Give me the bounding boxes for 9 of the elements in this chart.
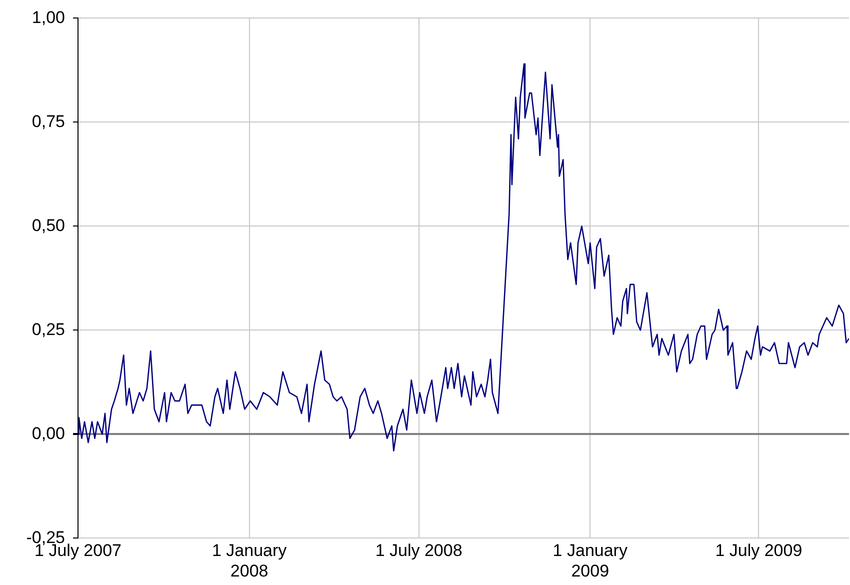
y-tick-label: 0,00: [32, 424, 65, 443]
y-tick-label: 0,75: [32, 112, 65, 131]
x-tick-label: 1 January 2008: [212, 541, 288, 580]
x-tick-label: 1 July 2009: [715, 541, 802, 560]
y-tick-label: 1,00: [32, 8, 65, 27]
y-tick-label: 0,50: [32, 216, 65, 235]
x-tick-label: 1 January 2009: [552, 541, 628, 580]
x-tick-label: 1 July 2008: [375, 541, 462, 560]
y-tick-label: 0,25: [32, 320, 65, 339]
